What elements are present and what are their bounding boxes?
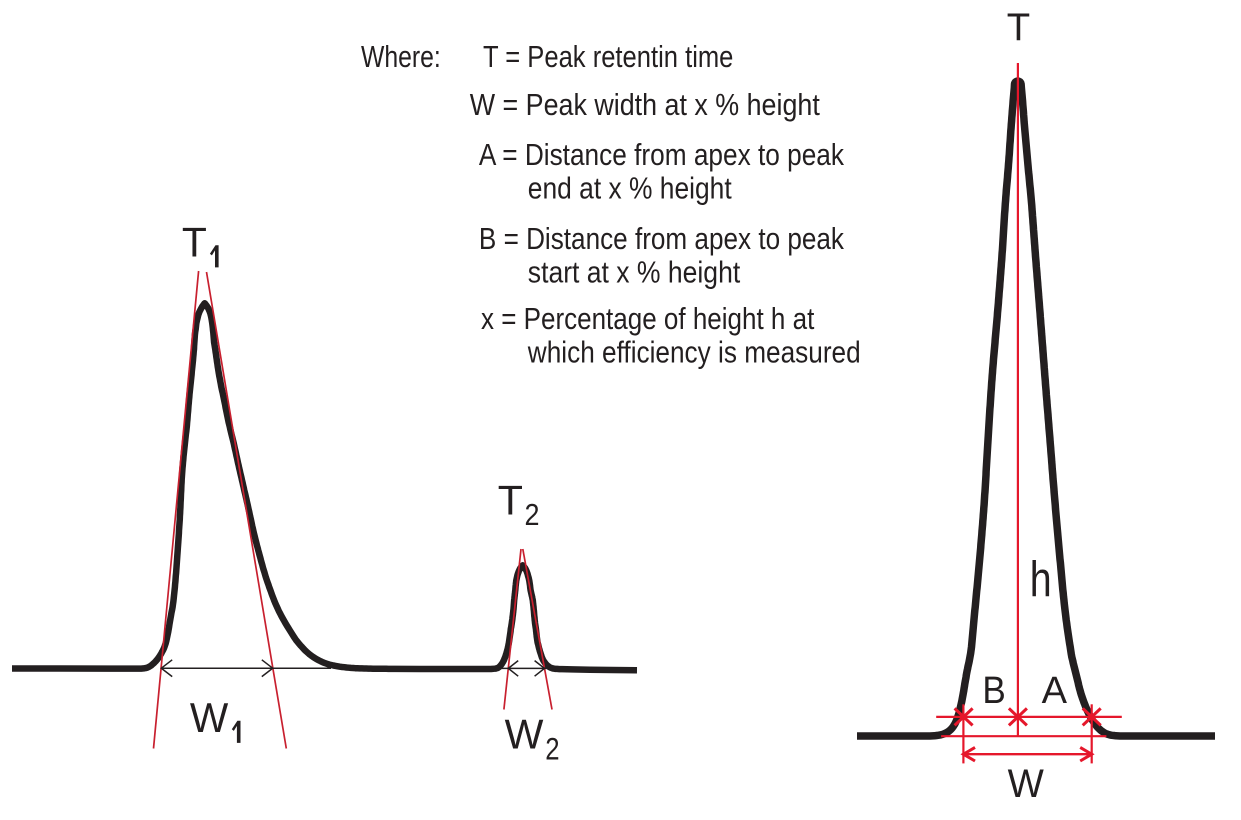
svg-text:W: W <box>190 694 229 741</box>
svg-text:B: B <box>982 669 1005 712</box>
svg-text:which efficiency is measured: which efficiency is measured <box>527 335 861 370</box>
svg-text:B = Distance from apex to peak: B = Distance from apex to peak <box>479 221 845 256</box>
svg-text:T: T <box>182 220 207 266</box>
svg-text:Where:: Where: <box>361 39 441 74</box>
svg-text:A: A <box>1042 669 1068 712</box>
svg-text:T = Peak retentin time: T = Peak retentin time <box>483 39 733 74</box>
svg-text:2: 2 <box>545 731 559 767</box>
svg-text:end at x % height: end at x % height <box>528 171 732 206</box>
svg-text:x = Percentage of height h at: x = Percentage of height h at <box>481 301 815 336</box>
svg-text:T: T <box>1007 7 1030 50</box>
svg-text:start at x % height: start at x % height <box>528 255 741 290</box>
svg-text:W = Peak width at x % height: W = Peak width at x % height <box>470 87 820 122</box>
svg-text:A = Distance from apex to peak: A = Distance from apex to peak <box>479 137 845 172</box>
svg-text:T: T <box>498 478 523 524</box>
svg-text:W: W <box>505 711 544 758</box>
svg-text:h: h <box>1030 551 1052 607</box>
svg-text:2: 2 <box>525 497 540 532</box>
svg-text:W: W <box>1008 762 1045 806</box>
